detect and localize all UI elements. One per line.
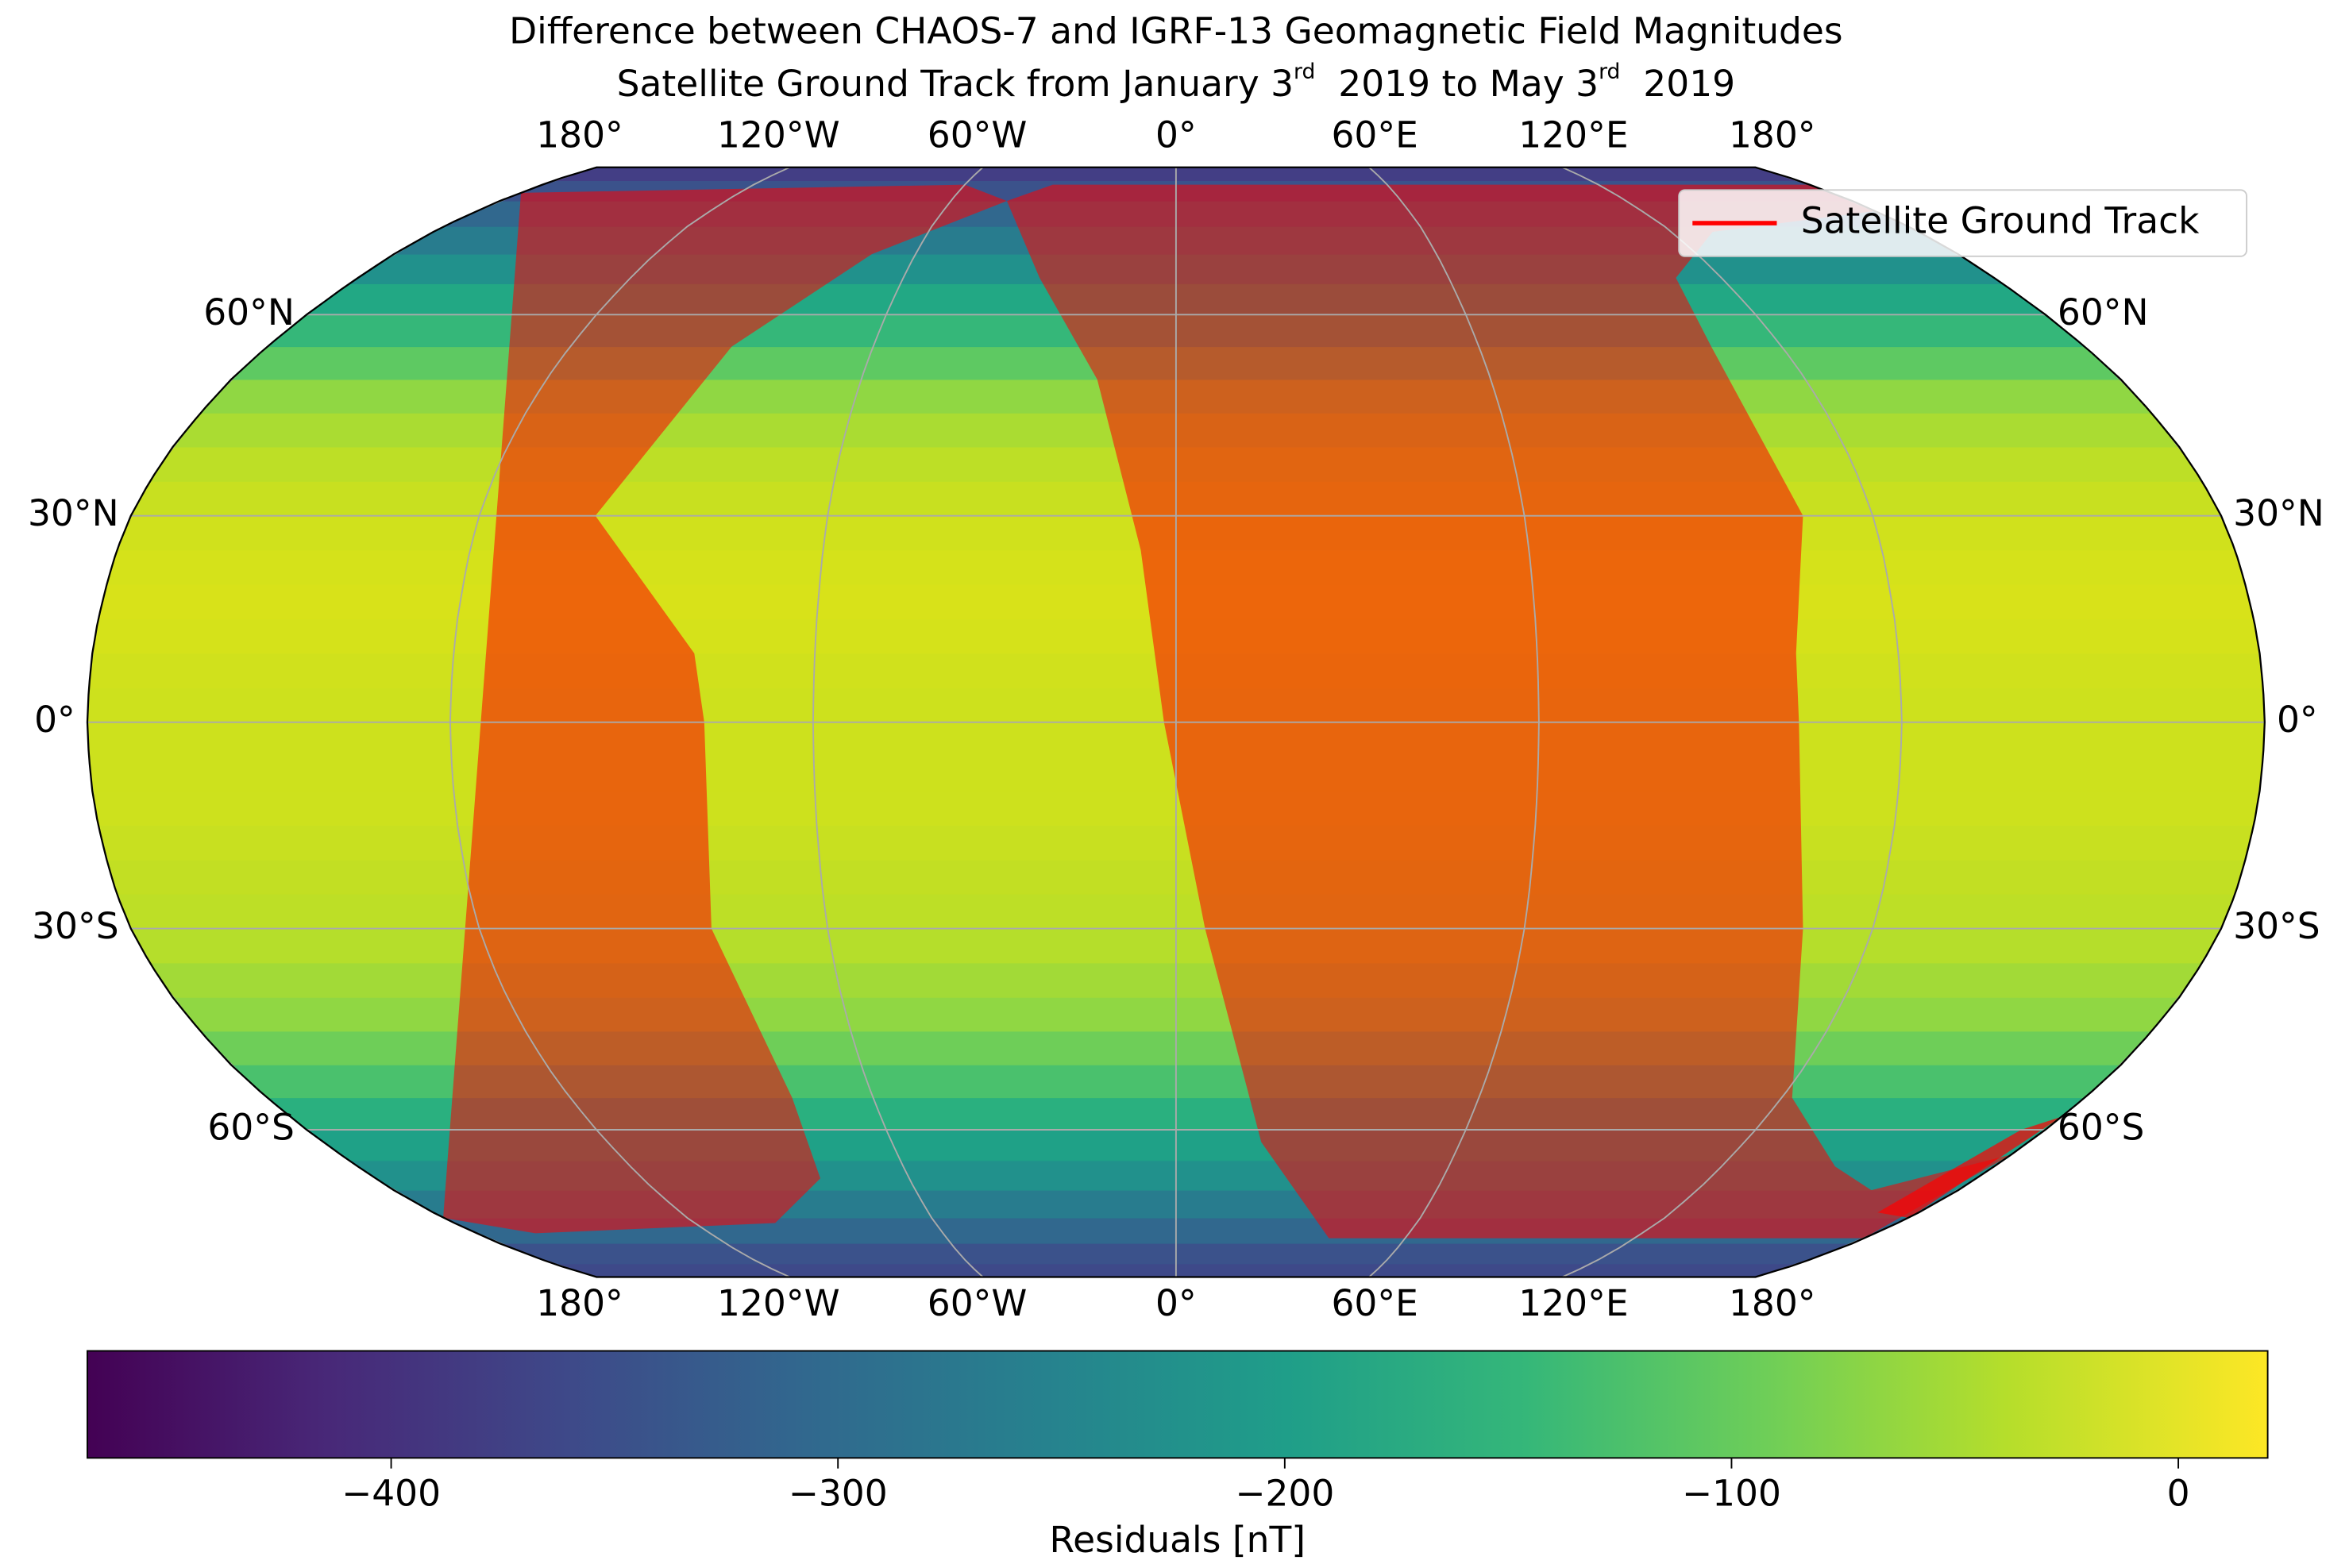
lon-label-bottom: 180°: [536, 1282, 623, 1324]
lon-label-top: 120°W: [717, 114, 840, 156]
legend-box: [1678, 189, 2248, 257]
lon-label-top: 60°W: [928, 114, 1028, 156]
colorbar-tick-label: −100: [1682, 1472, 1781, 1514]
subtitle-part: 2019: [1620, 63, 1735, 105]
colorbar-ticks: −400 −300 −200 −100 0: [341, 1458, 2190, 1514]
lon-label-bottom: 120°W: [717, 1282, 840, 1324]
lon-label-bottom: 120°E: [1518, 1282, 1628, 1324]
lat-label-right: 0°: [2277, 699, 2318, 741]
subtitle-sup: rd: [1599, 60, 1620, 84]
subtitle-part: 2019 to May 3: [1315, 63, 1599, 105]
legend: Satellite Ground Track: [1678, 189, 2248, 257]
colorbar-tick-label: 0: [2167, 1472, 2190, 1514]
lat-label-left: 60°N: [203, 291, 295, 333]
lon-label-bottom: 0°: [1155, 1282, 1197, 1324]
colorbar-tick-label: −300: [789, 1472, 888, 1514]
colorbar: [87, 1350, 2269, 1459]
colorbar-tick-label: −200: [1235, 1472, 1334, 1514]
lat-label-left: 30°S: [32, 905, 119, 947]
graticule-labels: 180° 180° 120°W 120°W 60°W 60°W 0° 0° 60°E 60°E 12…: [28, 114, 2324, 1324]
lon-label-top: 60°E: [1331, 114, 1418, 156]
lon-label-bottom: 60°E: [1331, 1282, 1418, 1324]
legend-label: Satellite Ground Track: [1801, 200, 2200, 242]
ground-track-edge: [1877, 1116, 2062, 1219]
lon-label-top: 120°E: [1518, 114, 1628, 156]
subtitle: Satellite Ground Track from January 3rd …: [617, 60, 1735, 105]
title: Difference between CHAOS-7 and IGRF-13 G…: [509, 10, 1842, 52]
lon-label-top: 180°: [536, 114, 623, 156]
lat-label-right: 30°N: [2233, 492, 2324, 534]
ground-track-coverage: [1006, 184, 2012, 1239]
lat-label-right: 60°N: [2058, 291, 2149, 333]
lat-label-right: 60°S: [2058, 1106, 2145, 1148]
colorbar-label: Residuals [nT]: [1050, 1519, 1306, 1561]
lon-label-bottom: 180°: [1729, 1282, 1816, 1324]
lat-label-left: 0°: [34, 699, 75, 741]
lon-label-top: 180°: [1729, 114, 1816, 156]
ground-track-coverage: [443, 184, 1007, 1234]
subtitle-sup: rd: [1294, 60, 1315, 84]
lat-label-right: 30°S: [2233, 905, 2320, 947]
map: [87, 167, 2265, 1277]
lat-label-left: 60°S: [207, 1106, 295, 1148]
subtitle-part: Satellite Ground Track from January 3: [617, 63, 1294, 105]
lat-label-left: 30°N: [28, 492, 119, 534]
map-outline: [86, 166, 2266, 1278]
colorbar-tick-label: −400: [341, 1472, 441, 1514]
lon-label-bottom: 60°W: [928, 1282, 1028, 1324]
lon-label-top: 0°: [1155, 114, 1197, 156]
